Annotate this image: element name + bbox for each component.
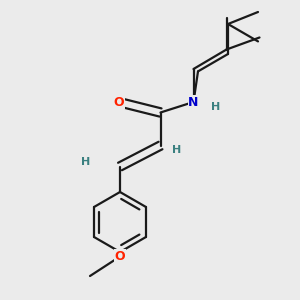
Text: H: H	[81, 157, 90, 167]
Text: N: N	[188, 95, 199, 109]
Text: O: O	[113, 95, 124, 109]
Text: H: H	[212, 102, 220, 112]
Text: H: H	[172, 145, 182, 155]
Text: O: O	[115, 250, 125, 263]
